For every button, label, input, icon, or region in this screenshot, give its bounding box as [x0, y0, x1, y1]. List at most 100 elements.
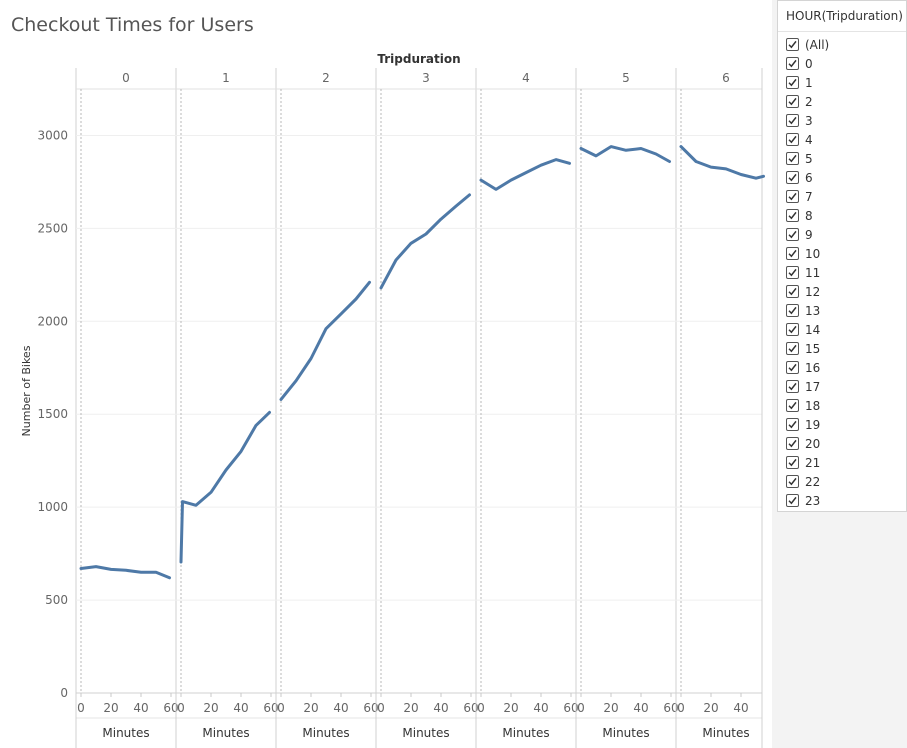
checkbox-checked-icon[interactable]	[786, 133, 799, 146]
checkbox-checked-icon[interactable]	[786, 152, 799, 165]
filter-item-label: 3	[805, 113, 813, 128]
x-axis-label: Minutes	[202, 726, 249, 740]
filter-item-1[interactable]: 1	[786, 73, 829, 92]
filter-item-label: 21	[805, 455, 821, 470]
checkbox-checked-icon[interactable]	[786, 456, 799, 469]
x-axis-label: Minutes	[602, 726, 649, 740]
filter-item-16[interactable]: 16	[786, 358, 829, 377]
filter-item-23[interactable]: 23	[786, 491, 829, 510]
x-tick-label: 20	[403, 701, 418, 715]
filter-item-label: 14	[805, 322, 821, 337]
checkbox-checked-icon[interactable]	[786, 95, 799, 108]
filter-item-label: 19	[805, 417, 821, 432]
checkbox-checked-icon[interactable]	[786, 494, 799, 507]
y-tick-label: 2500	[37, 221, 68, 235]
filter-item-8[interactable]: 8	[786, 206, 829, 225]
series-line-6	[679, 145, 765, 180]
y-tick-label: 1500	[37, 407, 68, 421]
filter-item-22[interactable]: 22	[786, 472, 829, 491]
filter-item-label: 4	[805, 132, 813, 147]
checkbox-checked-icon[interactable]	[786, 190, 799, 203]
filter-item-19[interactable]: 19	[786, 415, 829, 434]
y-axis-label: Number of Bikes	[20, 345, 33, 436]
checkbox-checked-icon[interactable]	[786, 399, 799, 412]
x-tick-label: 60	[363, 701, 378, 715]
checkbox-checked-icon[interactable]	[786, 266, 799, 279]
x-tick-label: 20	[503, 701, 518, 715]
x-tick-label: 20	[203, 701, 218, 715]
x-tick-label: 0	[677, 701, 685, 715]
checkbox-checked-icon[interactable]	[786, 57, 799, 70]
filter-item-5[interactable]: 5	[786, 149, 829, 168]
filter-item-9[interactable]: 9	[786, 225, 829, 244]
filter-item-label: 9	[805, 227, 813, 242]
filter-item-label: 16	[805, 360, 821, 375]
filter-panel: HOUR(Tripduration) (All) 0 1 2 3 4 5 6 7 8 9 10 11 12…	[777, 0, 907, 512]
checkbox-checked-icon[interactable]	[786, 76, 799, 89]
panel-label: 6	[722, 71, 730, 85]
filter-item-0[interactable]: 0	[786, 54, 829, 73]
checkbox-checked-icon[interactable]	[786, 418, 799, 431]
filter-item-label: 11	[805, 265, 821, 280]
checkbox-checked-icon[interactable]	[786, 304, 799, 317]
checkbox-checked-icon[interactable]	[786, 361, 799, 374]
checkbox-checked-icon[interactable]	[786, 247, 799, 260]
y-tick-label: 3000	[37, 128, 68, 142]
filter-item-label: 20	[805, 436, 821, 451]
filter-item-13[interactable]: 13	[786, 301, 829, 320]
filter-item-10[interactable]: 10	[786, 244, 829, 263]
checkbox-checked-icon[interactable]	[786, 38, 799, 51]
filter-item-12[interactable]: 12	[786, 282, 829, 301]
checkbox-checked-icon[interactable]	[786, 342, 799, 355]
filter-item-17[interactable]: 17	[786, 377, 829, 396]
filter-item-label: 10	[805, 246, 821, 261]
checkbox-checked-icon[interactable]	[786, 114, 799, 127]
filter-divider	[778, 31, 906, 32]
filter-item-15[interactable]: 15	[786, 339, 829, 358]
x-tick-label: 0	[577, 701, 585, 715]
panel-label: 2	[322, 71, 330, 85]
filter-item-label: 15	[805, 341, 821, 356]
filter-item-label: 1	[805, 75, 813, 90]
column-header: Tripduration	[377, 52, 460, 66]
x-tick-label: 40	[233, 701, 248, 715]
checkbox-checked-icon[interactable]	[786, 171, 799, 184]
x-tick-label: 0	[377, 701, 385, 715]
x-tick-label: 40	[733, 701, 748, 715]
filter-item-11[interactable]: 11	[786, 263, 829, 282]
y-tick-label: 2000	[37, 314, 68, 328]
filter-item-18[interactable]: 18	[786, 396, 829, 415]
filter-item-3[interactable]: 3	[786, 111, 829, 130]
filter-item-label: 17	[805, 379, 821, 394]
filter-item-2[interactable]: 2	[786, 92, 829, 111]
checkbox-checked-icon[interactable]	[786, 380, 799, 393]
series-line-5	[579, 145, 671, 163]
filter-item-label: 13	[805, 303, 821, 318]
filter-item-label: 23	[805, 493, 821, 508]
filter-item-label: 18	[805, 398, 821, 413]
x-tick-label: 20	[303, 701, 318, 715]
x-tick-label: 40	[633, 701, 648, 715]
checkbox-checked-icon[interactable]	[786, 475, 799, 488]
checkbox-checked-icon[interactable]	[786, 285, 799, 298]
filter-item-20[interactable]: 20	[786, 434, 829, 453]
x-tick-label: 40	[333, 701, 348, 715]
checkbox-checked-icon[interactable]	[786, 437, 799, 450]
checkbox-checked-icon[interactable]	[786, 209, 799, 222]
checkbox-checked-icon[interactable]	[786, 323, 799, 336]
panel-label: 3	[422, 71, 430, 85]
filter-item-6[interactable]: 6	[786, 168, 829, 187]
filter-item-4[interactable]: 4	[786, 130, 829, 149]
filter-item-label: 6	[805, 170, 813, 185]
filter-item-7[interactable]: 7	[786, 187, 829, 206]
filter-item-21[interactable]: 21	[786, 453, 829, 472]
panel-label: 4	[522, 71, 530, 85]
filter-list: (All) 0 1 2 3 4 5 6 7 8 9 10 11 12 13 14 15 16 17 18 19 20 21 2…	[786, 35, 829, 510]
filter-item-label: 22	[805, 474, 821, 489]
filter-item-all[interactable]: (All)	[786, 35, 829, 54]
filter-item-label: 5	[805, 151, 813, 166]
filter-item-14[interactable]: 14	[786, 320, 829, 339]
y-tick-label: 0	[60, 686, 68, 700]
checkbox-checked-icon[interactable]	[786, 228, 799, 241]
x-tick-label: 40	[533, 701, 548, 715]
